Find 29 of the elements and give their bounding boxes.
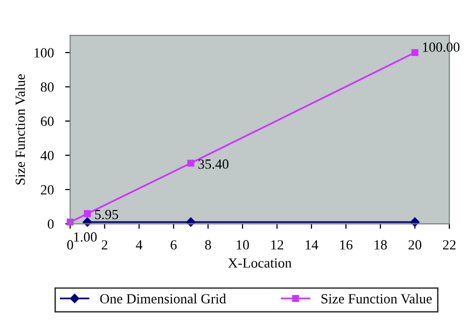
x-tick-label: 0: [67, 240, 74, 250]
x-tick-label: 4: [136, 240, 142, 250]
x-tick-label: 14: [306, 240, 318, 250]
x-axis-title: X-Location: [228, 258, 292, 268]
x-tick-label: 12: [271, 240, 284, 250]
data-label: 35.40: [198, 159, 228, 169]
legend-label: One Dimensional Grid: [100, 294, 226, 304]
y-tick-label: 80: [40, 82, 54, 92]
point: [187, 160, 194, 167]
x-tick-label: 18: [374, 240, 387, 250]
x-tick-label: 16: [340, 240, 352, 250]
x-tick-label: 8: [205, 240, 211, 250]
x-tick-label: 6: [170, 240, 177, 250]
point: [411, 49, 418, 56]
y-tick-label: 20: [40, 185, 54, 194]
y-tick-label: 40: [40, 150, 54, 160]
data-label: 1.00: [74, 232, 97, 242]
y-tick-label: 60: [40, 116, 54, 126]
x-tick-label: 2: [102, 240, 108, 250]
x-tick-label: 22: [443, 240, 456, 250]
y-axis-title: Size Function Value: [15, 74, 26, 184]
y-tick-label: 0: [48, 219, 54, 229]
x-tick-label: 20: [408, 240, 422, 250]
data-label: 100.00: [423, 42, 460, 52]
data-label: 5.95: [95, 210, 118, 220]
legend-label: Size Function Value: [322, 294, 432, 304]
x-tick-label: 10: [236, 240, 249, 250]
y-tick-label: 100: [34, 48, 54, 58]
point: [84, 210, 91, 218]
